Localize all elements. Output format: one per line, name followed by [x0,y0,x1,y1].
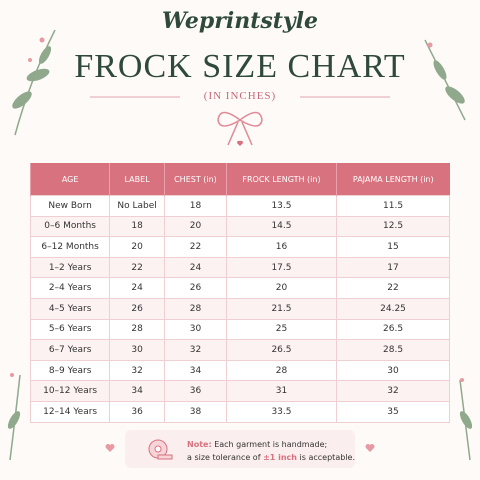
table-cell: 6–12 Months [29,236,111,258]
note-line: is acceptable. [299,453,355,462]
table-cell: 38 [163,400,227,423]
title: FROCK SIZE CHART [74,48,406,85]
table-cell: No Label [109,195,165,217]
table-cell: 8–9 Years [29,359,111,382]
table-cell: 32 [163,339,227,361]
table-cell: 1–2 Years [29,256,111,279]
table-cell: New Born [29,195,111,217]
table-cell: 33.5 [225,400,338,423]
table-cell: 30 [109,339,165,361]
table-cell: 18 [163,195,227,217]
table-cell: 17 [336,256,450,279]
table-cell: 24 [163,256,227,279]
table-row: 1–2 Years 22 24 17.5 17 [29,256,450,279]
table-cell: 20 [109,236,165,258]
table-cell: 34 [109,380,165,402]
table-row: 5–6 Years 28 30 25 26.5 [29,318,450,341]
note-line: a size tolerance of [187,453,261,462]
table-cell: 36 [163,380,227,402]
table-cell: 26.5 [336,318,450,341]
note-label: Note: [187,440,212,449]
table-cell: 2–4 Years [29,277,111,299]
table-cell: 30 [336,359,450,382]
table-row: 12–14 Years 36 38 33.5 35 [29,400,450,423]
table-cell: 31 [225,380,338,402]
table-cell: 15 [336,236,450,258]
table-cell: 26 [109,297,165,320]
table-cell: 14.5 [225,215,338,238]
table-cell: 26 [163,277,227,299]
table-cell: 28 [109,318,165,341]
table-cell: 35 [336,400,450,423]
table-cell: 5–6 Years [29,318,111,341]
table-cell: 22 [336,277,450,299]
table-cell: 30 [163,318,227,341]
table-cell: 21.5 [225,297,338,320]
table-cell: 0–6 Months [29,215,111,238]
table-row: 2–4 Years 24 26 20 22 [29,277,450,299]
table-cell: 20 [163,215,227,238]
table-cell: 32 [109,359,165,382]
table-cell: 20 [225,277,338,299]
table-cell: 28 [163,297,227,320]
column-header: CHEST (in) [163,163,227,196]
table-row: 0–6 Months 18 20 14.5 12.5 [29,215,450,238]
note-line: Each garment is handmade; [214,440,328,449]
table-row: 8–9 Years 32 34 28 30 [29,359,450,382]
table-row: 6–7 Years 30 32 26.5 28.5 [29,339,450,361]
column-header: PAJAMA LENGTH (in) [336,163,450,196]
table-row: 6–12 Months 20 22 16 15 [29,236,450,258]
table-cell: 16 [225,236,338,258]
table-cell: 10–12 Years [29,380,111,402]
table-row: 4–5 Years 26 28 21.5 24.25 [29,297,450,320]
table-cell: 25 [225,318,338,341]
note-box: Note: Each garment is handmade; a size t… [125,430,355,468]
table-cell: 18 [109,215,165,238]
table-cell: 6–7 Years [29,339,111,361]
table-cell: 12.5 [336,215,450,238]
table-row: 10–12 Years 34 36 31 32 [29,380,450,402]
table-cell: 26.5 [225,339,338,361]
table-cell: 22 [163,236,227,258]
table-cell: 32 [336,380,450,402]
table-cell: 36 [109,400,165,423]
brand: Weprintstyle [161,8,319,34]
note-text: Note: Each garment is handmade; a size t… [187,438,355,464]
table-cell: 24 [109,277,165,299]
column-header: LABEL [109,163,165,196]
table-cell: 28 [225,359,338,382]
table-cell: 4–5 Years [29,297,111,320]
table-cell: 17.5 [225,256,338,279]
table-cell: 34 [163,359,227,382]
note-emphasis: ±1 inch [263,453,297,462]
table-cell: 22 [109,256,165,279]
size-table: AGE LABEL CHEST (in) FROCK LENGTH (in) PAJAM… [29,163,450,423]
table-cell: 28.5 [336,339,450,361]
table-cell: 24.25 [336,297,450,320]
table-cell: 12–14 Years [29,400,111,423]
tape-icon [148,439,173,460]
table-row: New Born No Label 18 13.5 11.5 [29,195,450,217]
table-cell: 13.5 [225,195,338,217]
column-header: AGE [29,163,110,196]
table-cell: 11.5 [336,195,450,217]
subtitle: (IN INCHES) [203,90,277,102]
column-header: FROCK LENGTH (in) [225,163,337,196]
